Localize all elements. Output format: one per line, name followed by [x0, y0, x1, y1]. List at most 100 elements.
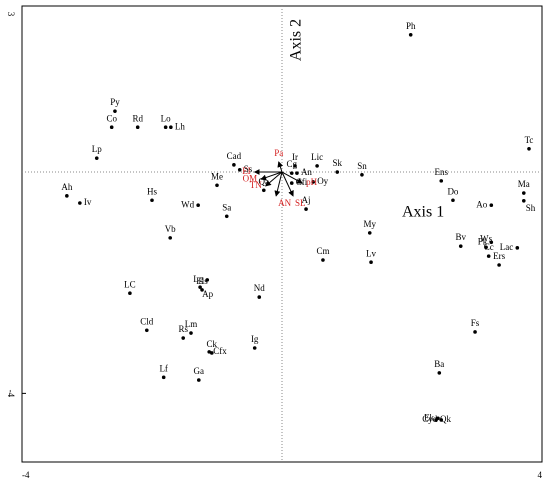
point-label: Lo [161, 113, 171, 123]
point [109, 125, 114, 129]
point-label: Tc [525, 135, 534, 145]
point [289, 181, 294, 185]
vector-label: TN [250, 180, 262, 190]
point [163, 125, 168, 129]
point [360, 172, 364, 177]
point [367, 231, 372, 235]
point-label: Cfx [213, 346, 227, 356]
x-tick-label: -4 [22, 470, 30, 480]
point-label: Ba [434, 359, 444, 369]
point [215, 183, 219, 188]
point-label: Wd [181, 199, 194, 209]
point-label: Ig [251, 334, 259, 344]
point [489, 240, 494, 245]
point-label: Cg [286, 159, 297, 169]
point-label: Rd [132, 113, 143, 123]
point [262, 188, 266, 193]
vector-label: pH [306, 177, 318, 187]
point [94, 156, 99, 160]
point-label: Els [196, 276, 208, 286]
point [145, 328, 149, 333]
point-label: Fs [471, 318, 480, 328]
point-label: Oy [317, 176, 328, 186]
point-label: My [363, 219, 376, 229]
point [458, 244, 463, 248]
vector-label: SL [295, 198, 306, 208]
point [522, 198, 526, 203]
vector-arrow [281, 171, 294, 197]
point [473, 330, 477, 334]
x-axis-label: Axis 1 [402, 204, 444, 221]
point [321, 258, 325, 262]
y-tick-label: -4 [6, 390, 16, 398]
point [315, 164, 319, 168]
point-label: Cad [227, 151, 242, 161]
point [439, 418, 444, 422]
vector-label: EI [242, 166, 251, 176]
point-label: Sa [222, 202, 231, 212]
vector-label: OM [243, 173, 258, 183]
point-label: Cm [316, 246, 329, 256]
point-label: Lg [193, 274, 203, 284]
point-label: Ir [292, 152, 298, 162]
vector-label: AN [278, 198, 291, 208]
point-label: Cld [140, 316, 154, 326]
point [196, 203, 200, 208]
point [522, 191, 526, 195]
point-label: Ah [61, 182, 72, 192]
point [65, 194, 69, 198]
point-label: Do [447, 186, 458, 196]
point-label: Ph [406, 21, 416, 31]
point-label: Sn [357, 161, 367, 171]
point [369, 260, 373, 265]
vector-arrow [264, 171, 283, 187]
point-label: Ss [244, 164, 253, 174]
point-label: Lp [92, 144, 102, 154]
vector-label: Pa [274, 148, 283, 158]
point [439, 179, 444, 183]
point [200, 288, 204, 292]
point-label: Cc [484, 242, 494, 252]
point-label: Nd [254, 283, 265, 293]
point-label: LC [124, 279, 136, 289]
point [311, 180, 316, 184]
y-tick-label: 3 [6, 12, 16, 17]
point-label: Lm [185, 319, 198, 329]
point [135, 125, 140, 129]
point [113, 109, 117, 113]
point [437, 371, 442, 375]
point-label: Aj [302, 195, 311, 205]
point-label: An [301, 167, 312, 177]
point-label: Lic [311, 152, 323, 162]
point [451, 198, 455, 203]
point [205, 278, 210, 282]
point [434, 418, 438, 422]
point [237, 168, 242, 172]
point-label: Ga [194, 366, 205, 376]
point [224, 214, 229, 219]
point [169, 125, 173, 129]
point [484, 245, 488, 250]
point [486, 254, 491, 258]
point [489, 203, 494, 208]
point-label: Hs [147, 186, 157, 196]
point [295, 171, 299, 175]
point-label: Lf [159, 363, 168, 373]
point [304, 207, 308, 211]
point [515, 246, 520, 250]
point [232, 163, 236, 167]
point-label: Ao [476, 199, 487, 209]
point-label: Sk [332, 158, 342, 168]
point-label: Lac [500, 242, 514, 252]
point [198, 285, 202, 289]
point [335, 170, 340, 174]
point-label: Sh [526, 203, 536, 213]
point [497, 263, 501, 267]
point [293, 164, 297, 168]
point-label: Vb [165, 224, 176, 234]
vector-arrow [260, 171, 283, 181]
point [197, 378, 201, 382]
vector-arrow [277, 161, 284, 173]
point-label: Pk [478, 236, 488, 246]
